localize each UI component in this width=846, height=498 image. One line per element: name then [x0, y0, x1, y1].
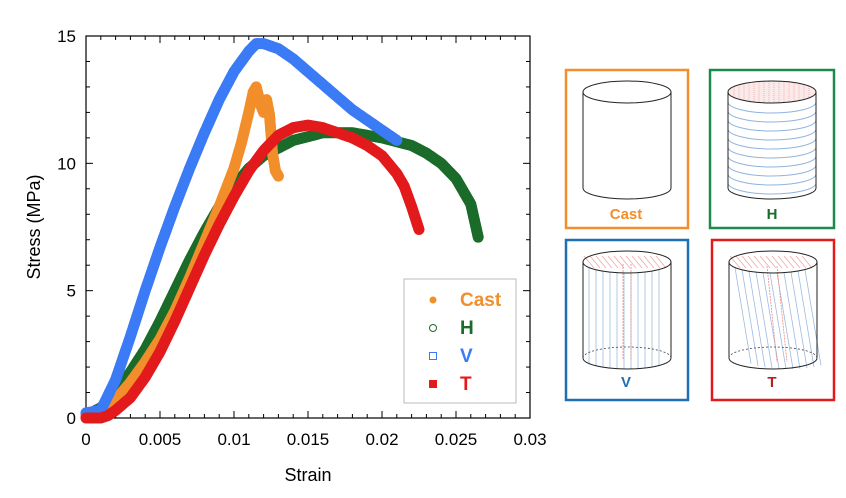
legend-label-h: H — [460, 318, 474, 339]
axis-ticks: 0 0.005 0.01 0.015 0.02 0.025 0.03 0 5 10 15 — [57, 27, 546, 449]
specimen-panels — [564, 68, 836, 402]
x-tick-label: 0.015 — [287, 430, 330, 449]
cylinder-icon — [728, 250, 822, 370]
legend-marker-cast — [429, 296, 437, 304]
y-tick-label: 5 — [67, 282, 76, 301]
x-axis-title: Strain — [284, 465, 331, 485]
legend-marker-t — [429, 380, 437, 388]
x-tick-label: 0 — [81, 430, 90, 449]
data-series-layer — [80, 38, 484, 424]
x-tick-label: 0.03 — [513, 430, 546, 449]
x-tick-label: 0.025 — [435, 430, 478, 449]
legend-label-cast: Cast — [460, 290, 502, 311]
data-point — [391, 134, 403, 146]
data-point — [413, 224, 425, 236]
series-t — [80, 119, 425, 424]
legend-label-v: V — [460, 346, 473, 367]
cylinder-icon — [582, 80, 672, 200]
legend-box — [403, 278, 517, 404]
y-axis-title: Stress (MPa) — [24, 174, 44, 279]
y-tick-label: 15 — [57, 27, 76, 46]
data-point — [272, 170, 284, 182]
panel-border — [564, 68, 690, 230]
panel-label-cast: Cast — [610, 206, 643, 223]
cylinder-icon — [727, 80, 817, 200]
cylinder-icon — [582, 250, 672, 370]
legend-marker-v — [429, 352, 437, 360]
legend: Cast H V T — [403, 278, 517, 404]
panel-label-t: T — [767, 374, 776, 391]
x-tick-label: 0.02 — [365, 430, 398, 449]
x-tick-label: 0.005 — [139, 430, 182, 449]
specimen-panel-cast — [564, 68, 690, 230]
specimen-panel-t — [710, 238, 836, 402]
series-v — [80, 38, 403, 419]
x-tick-label: 0.01 — [217, 430, 250, 449]
specimen-panel-v — [564, 238, 690, 402]
panel-label-h: H — [767, 206, 778, 223]
data-point — [472, 231, 484, 243]
series-cast — [80, 81, 284, 421]
y-tick-label: 10 — [57, 154, 76, 173]
legend-marker-h — [429, 324, 437, 332]
panel-label-v: V — [621, 374, 631, 391]
specimen-panel-h — [708, 68, 836, 230]
y-tick-label: 0 — [67, 409, 76, 428]
legend-label-t: T — [460, 374, 472, 395]
